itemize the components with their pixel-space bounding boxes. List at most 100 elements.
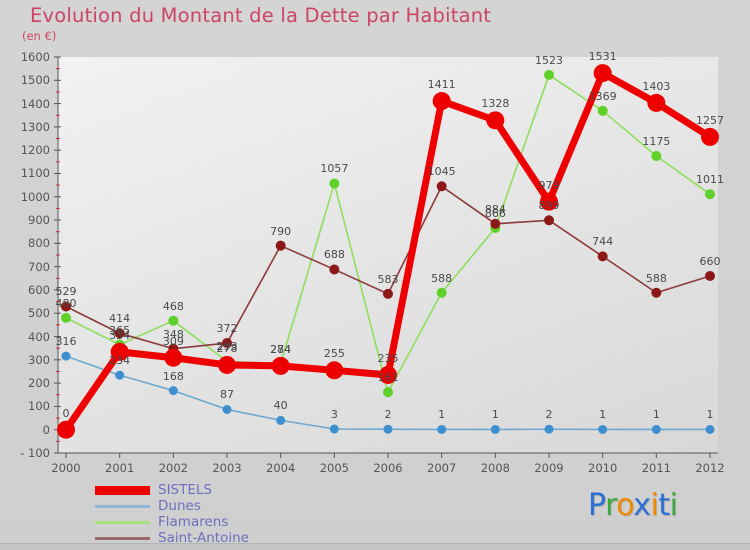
data-point (701, 127, 719, 146)
data-point (651, 151, 662, 161)
data-point (705, 270, 715, 281)
data-point (379, 365, 397, 384)
plot-background (58, 57, 718, 453)
page-title: Evolution du Montant de la Dette par Hab… (30, 4, 492, 27)
logo-letter: t (658, 488, 670, 523)
data-point (490, 218, 501, 229)
x-tick-label: 2002 (158, 461, 188, 475)
x-tick-label: 2000 (51, 461, 81, 475)
data-point (222, 338, 232, 349)
data-point (540, 192, 558, 211)
proxiti-logo: Proxiti (588, 488, 678, 523)
data-point (275, 240, 286, 251)
logo-letter: i (650, 488, 659, 523)
data-point (544, 69, 554, 80)
x-tick-label: 2010 (588, 461, 618, 475)
legend-swatch (95, 504, 150, 508)
x-tick-label: 2012 (695, 461, 725, 475)
data-point (329, 178, 340, 189)
y-tick-label: 400 (28, 329, 50, 344)
series-line-saint-antoine (65, 185, 711, 350)
legend-label: Flamarens (158, 514, 229, 530)
data-point (115, 370, 125, 380)
legend-item-flamarens[interactable]: Flamarens (95, 514, 355, 530)
data-point (597, 105, 608, 116)
chart-legend: SISTELS Dunes Flamarens Saint-Antoine (95, 482, 355, 546)
y-tick-label: 200 (28, 376, 50, 391)
data-point (329, 424, 339, 434)
data-point (705, 189, 715, 200)
y-tick-label: 1400 (20, 96, 50, 111)
data-point (57, 420, 75, 439)
chart-svg (54, 56, 719, 458)
x-tick-label: 2007 (427, 461, 457, 475)
y-tick-label: 1000 (20, 189, 50, 204)
data-point (437, 424, 447, 434)
legend-label: Dunes (158, 498, 201, 514)
data-point (271, 356, 290, 375)
data-point (432, 92, 451, 111)
data-point (383, 288, 393, 299)
y-tick-label: 1300 (20, 119, 50, 134)
data-point (651, 287, 662, 298)
legend-item-dunes[interactable]: Dunes (95, 498, 355, 514)
data-point (218, 355, 236, 374)
y-tick-label: 100 (28, 399, 50, 414)
legend-swatch (95, 536, 150, 540)
data-point (61, 312, 71, 323)
y-tick-label: 1500 (20, 73, 50, 88)
data-point (436, 287, 447, 298)
y-tick-label: 900 (28, 213, 50, 228)
y-tick-label: - 100 (20, 446, 50, 460)
x-tick-label: 2009 (534, 461, 564, 475)
y-tick-label: 1600 (20, 50, 50, 64)
data-point (168, 315, 179, 326)
chart-unit-subtitle: (en €) (22, 29, 57, 43)
data-point (276, 415, 286, 425)
data-point (383, 424, 393, 434)
legend-swatch (95, 520, 150, 524)
data-point (61, 301, 71, 312)
data-point (383, 387, 393, 398)
y-tick-label: 600 (28, 282, 50, 297)
logo-letter: i (669, 488, 678, 523)
data-point (598, 424, 608, 434)
plot-area: 1600 1500 1400 1300 1200 1100 1000 900 800 700 600… (20, 50, 724, 475)
legend-swatch (95, 485, 150, 495)
legend-item-sistels[interactable]: SISTELS (95, 482, 355, 498)
bottom-bar (0, 543, 750, 550)
data-point (325, 361, 344, 380)
y-tick-label: 800 (28, 236, 50, 251)
data-point (490, 424, 500, 434)
x-tick-label: 2011 (641, 461, 671, 475)
data-point (436, 181, 447, 192)
data-point (168, 386, 178, 396)
data-point (544, 424, 554, 434)
data-point (593, 64, 612, 83)
data-point (647, 93, 666, 112)
data-point (110, 342, 129, 361)
data-point (486, 111, 505, 130)
data-point (222, 404, 232, 414)
series-line-flamarens (65, 74, 711, 394)
data-point (61, 351, 71, 361)
legend-label: SISTELS (158, 482, 212, 498)
y-tick-label: 700 (28, 259, 50, 274)
x-tick-label: 2001 (105, 461, 135, 475)
x-tick-label: 2003 (212, 461, 242, 475)
y-tick-label: 0 (42, 422, 50, 437)
logo-letter: o (616, 488, 634, 523)
data-point (329, 264, 340, 275)
y-tick-label: 500 (28, 306, 50, 321)
data-point (114, 328, 125, 339)
x-tick-label: 2004 (266, 461, 296, 475)
y-tick-label: 1100 (20, 166, 50, 181)
logo-letter: r (605, 488, 617, 523)
y-tick-label: 1200 (20, 143, 50, 158)
data-point (597, 251, 608, 262)
data-point (651, 424, 661, 434)
legend-item-saint-antoine[interactable]: Saint-Antoine (95, 530, 355, 546)
logo-letter: P (588, 488, 606, 523)
y-tick-label: 300 (28, 352, 50, 367)
